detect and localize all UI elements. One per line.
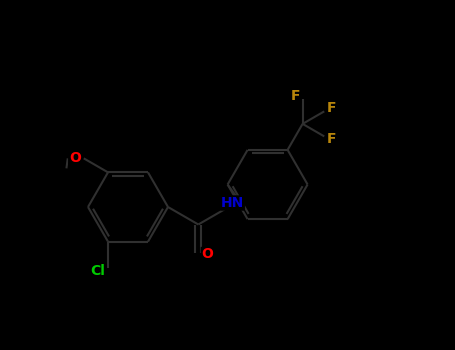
Text: O: O — [69, 151, 81, 165]
Text: HN: HN — [221, 196, 244, 210]
Text: Cl: Cl — [91, 264, 106, 278]
Text: F: F — [327, 102, 336, 116]
Text: O: O — [202, 247, 213, 261]
Text: F: F — [291, 89, 300, 103]
Text: F: F — [327, 132, 336, 146]
